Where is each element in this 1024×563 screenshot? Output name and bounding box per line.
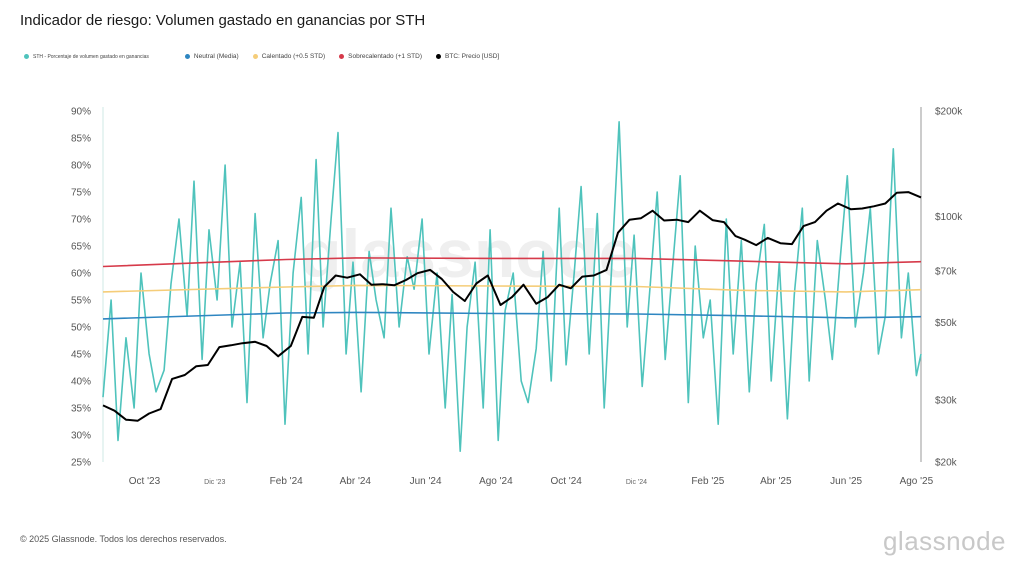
- legend-label-price: BTC: Precio [USD]: [445, 53, 500, 60]
- y-left-tick-label: 80%: [71, 161, 91, 172]
- legend-dot-overheated: [339, 54, 345, 59]
- chart-legend: STH - Porcentaje de volumen gastado en g…: [24, 53, 513, 60]
- y-left-tick-label: 75%: [71, 188, 91, 199]
- x-tick-label: Oct '23: [129, 476, 161, 487]
- legend-label-overheated: Sobrecalentado (+1 STD): [348, 53, 423, 60]
- y-left-tick-label: 55%: [71, 296, 91, 307]
- x-tick-label: Jun '24: [410, 476, 442, 487]
- x-tick-label: Abr '25: [760, 476, 792, 487]
- x-tick-label: Feb '24: [270, 476, 303, 487]
- x-tick-label: Oct '24: [550, 476, 582, 487]
- y-left-tick-label: 30%: [71, 431, 91, 442]
- y-left-tick-label: 50%: [71, 323, 91, 334]
- legend-dot-price: [436, 54, 442, 59]
- x-tick-label: Jun '25: [830, 476, 862, 487]
- y-right-tick-label: $100k: [935, 212, 963, 223]
- x-tick-label: Feb '25: [691, 476, 724, 487]
- y-right-tick-label: $70k: [935, 267, 958, 278]
- y-left-tick-label: 85%: [71, 134, 91, 145]
- y-right-tick-label: $200k: [935, 107, 963, 118]
- y-right-tick-label: $30k: [935, 396, 958, 407]
- copyright-footer: © 2025 Glassnode. Todos los derechos res…: [20, 534, 227, 544]
- y-left-tick-label: 25%: [71, 458, 91, 469]
- x-tick-label: Dic '23: [204, 479, 225, 486]
- series-line-neutral: [102, 311, 922, 320]
- legend-label-sth: STH - Porcentaje de volumen gastado en g…: [33, 53, 149, 60]
- x-tick-label: Ago '25: [900, 476, 934, 487]
- legend-item-overheated[interactable]: Sobrecalentado (+1 STD): [339, 53, 422, 60]
- x-tick-label: Abr '24: [340, 476, 372, 487]
- y-right-tick-label: $20k: [935, 458, 958, 469]
- y-left-tick-label: 45%: [71, 350, 91, 361]
- y-left-tick-label: 35%: [71, 404, 91, 415]
- legend-item-neutral[interactable]: Neutral (Media): [184, 53, 239, 60]
- brand-logo: glassnode: [882, 526, 1006, 556]
- y-left-tick-label: 70%: [71, 215, 91, 226]
- x-tick-label: Ago '24: [479, 476, 513, 487]
- legend-label-neutral: Neutral (Media): [193, 53, 239, 60]
- legend-item-sth[interactable]: STH - Porcentaje de volumen gastado en g…: [24, 54, 149, 60]
- legend-dot-heated: [252, 54, 258, 59]
- legend-dot-neutral: [184, 54, 190, 59]
- series-line-sth: [102, 121, 922, 453]
- y-right-tick-label: $50k: [935, 318, 958, 329]
- series-line-heated: [102, 284, 922, 293]
- legend-label-heated: Calentado (+0.5 STD): [261, 53, 326, 60]
- legend-item-price[interactable]: BTC: Precio [USD]: [436, 53, 499, 60]
- legend-dot-sth: [24, 54, 29, 59]
- y-left-tick-label: 60%: [71, 269, 91, 280]
- legend-item-heated[interactable]: Calentado (+0.5 STD): [252, 53, 326, 60]
- y-left-tick-label: 40%: [71, 377, 91, 388]
- x-tick-label: Dic '24: [626, 479, 647, 486]
- y-left-tick-label: 90%: [71, 107, 91, 118]
- series-line-overheated: [102, 257, 922, 268]
- y-left-tick-label: 65%: [71, 242, 91, 253]
- chart-title: Indicador de riesgo: Volumen gastado en …: [20, 12, 426, 29]
- series-line-btc-price: [102, 191, 922, 422]
